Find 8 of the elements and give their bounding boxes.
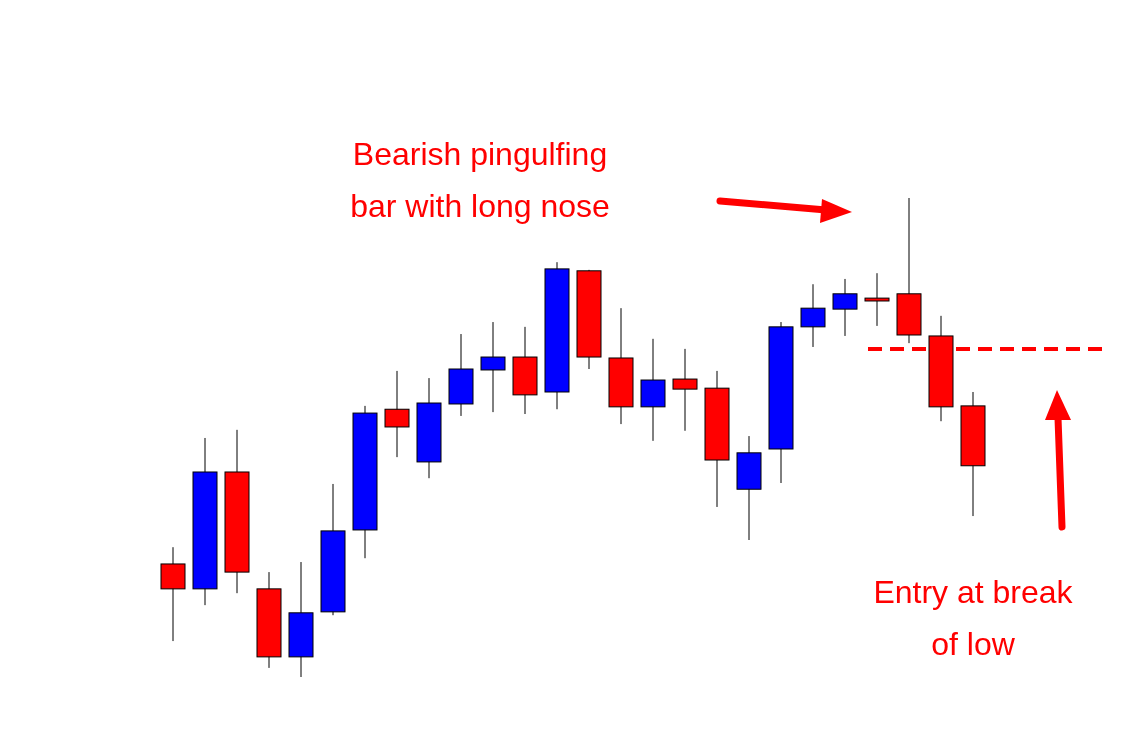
candlestick bbox=[832, 278, 858, 337]
annotation: Bearish pingulfing bar with long nose bbox=[350, 136, 610, 224]
candlestick bbox=[384, 370, 410, 458]
candlestick bbox=[480, 321, 506, 413]
candlestick bbox=[800, 283, 826, 348]
candlestick bbox=[864, 272, 890, 327]
annotation: Entry at break of low bbox=[873, 574, 1074, 662]
candlestick bbox=[672, 348, 698, 432]
